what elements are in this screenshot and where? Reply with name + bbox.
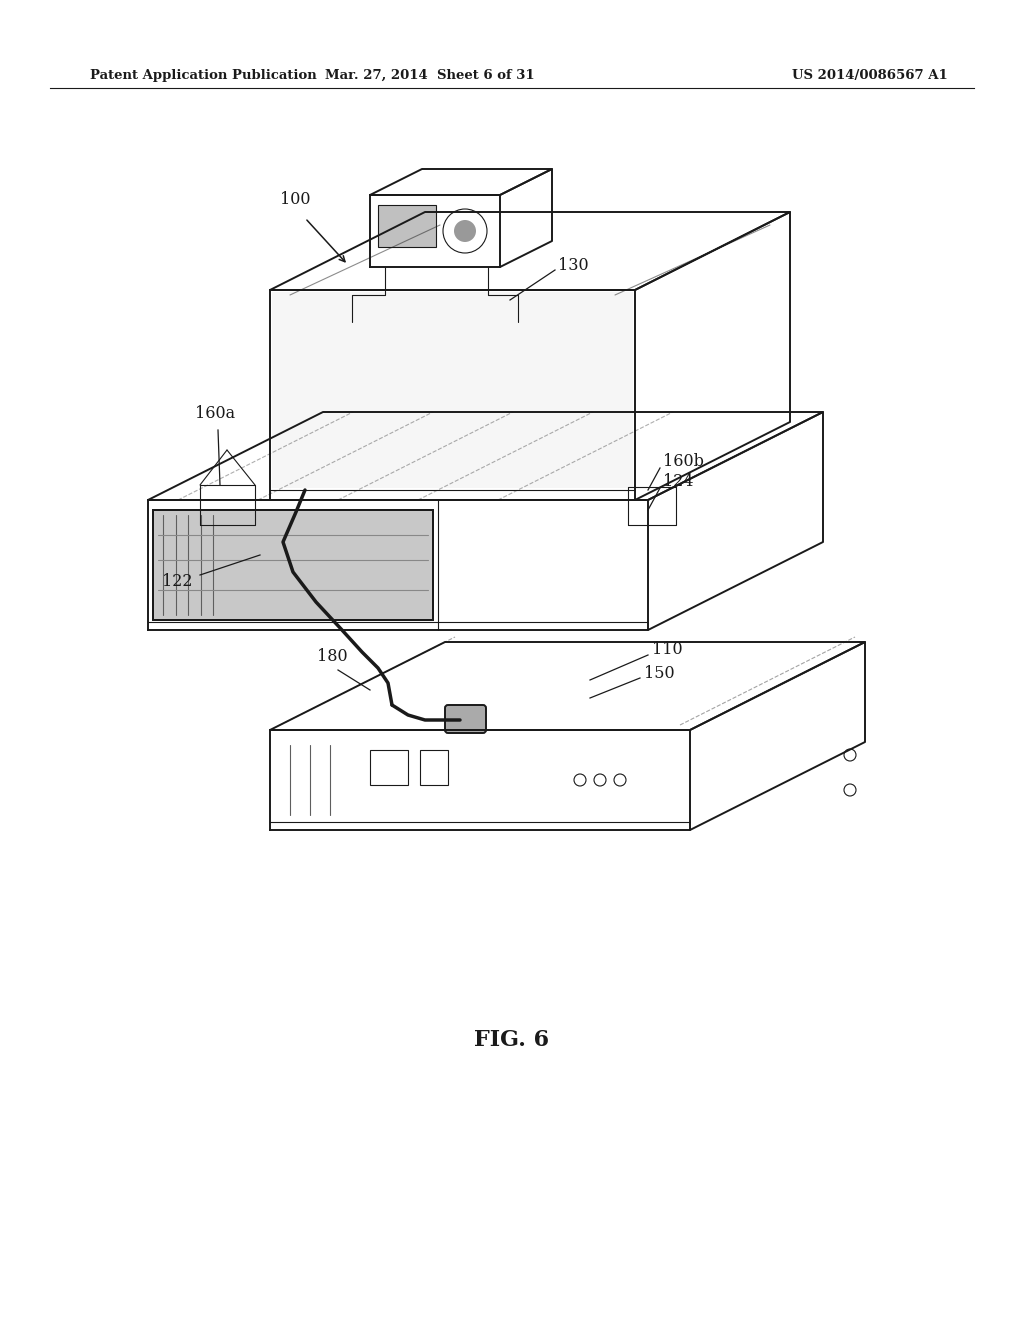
Text: US 2014/0086567 A1: US 2014/0086567 A1 [793, 69, 948, 82]
Circle shape [454, 220, 476, 242]
Text: 100: 100 [280, 191, 310, 209]
Bar [272, 292, 633, 488]
Text: 122: 122 [163, 573, 193, 590]
Bar [420, 750, 449, 785]
FancyBboxPatch shape [445, 705, 486, 733]
Bar [153, 510, 433, 620]
Text: Mar. 27, 2014  Sheet 6 of 31: Mar. 27, 2014 Sheet 6 of 31 [326, 69, 535, 82]
Text: 150: 150 [644, 664, 675, 681]
Text: 130: 130 [558, 256, 589, 273]
Text: 110: 110 [652, 642, 683, 659]
Bar [378, 205, 436, 247]
Text: FIG. 6: FIG. 6 [474, 1030, 550, 1051]
Text: 160a: 160a [195, 405, 236, 422]
Text: Patent Application Publication: Patent Application Publication [90, 69, 316, 82]
Text: 160b: 160b [663, 454, 703, 470]
Text: 124: 124 [663, 474, 693, 491]
Bar [370, 750, 408, 785]
Text: 180: 180 [316, 648, 347, 665]
